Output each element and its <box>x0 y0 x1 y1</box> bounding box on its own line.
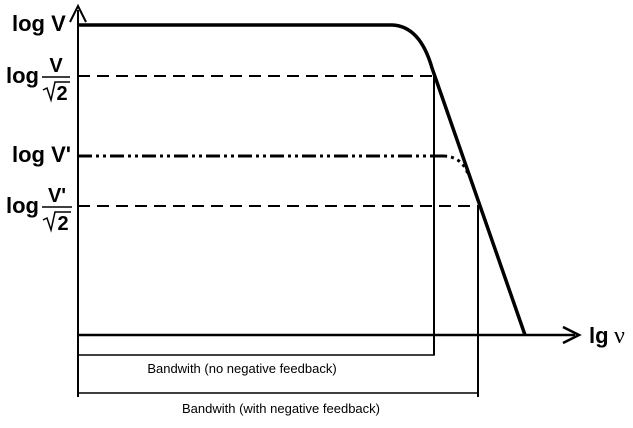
sqrt-sign-icon <box>42 211 71 233</box>
label-log-v-prime-over-root2: log V' 2 <box>6 185 72 235</box>
bandwidth-label-no-feedback: Bandwith (no negative feedback) <box>147 361 336 376</box>
bandwidth-bracket-no-feedback <box>77 345 435 356</box>
sqrt-sign-icon <box>42 81 70 103</box>
response-curve <box>78 23 527 336</box>
label-log-v-over-root2: log V 2 <box>6 55 70 105</box>
label-log-v-over-root2-prefix: log <box>6 63 39 88</box>
label-log-v-over-root2-numerator: V <box>49 55 63 77</box>
x-axis-arrowhead <box>562 325 582 345</box>
x-axis-label-variable: ν <box>614 323 625 349</box>
label-log-v-over-root2-denominator: 2 <box>56 83 67 105</box>
label-log-v: log V <box>12 11 66 36</box>
label-log-v-prime-over-root2-denominator: 2 <box>57 213 68 235</box>
bandwidth-bracket-with-feedback <box>77 385 479 394</box>
label-log-v-prime-over-root2-prefix: log <box>6 193 39 218</box>
label-log-v-prime-over-root2-numerator: V' <box>48 185 66 207</box>
y-axis-arrowhead <box>69 3 87 23</box>
label-log-v-prime: log V' <box>12 142 71 167</box>
x-axis-label-prefix: lg <box>589 323 609 348</box>
bandwidth-label-with-feedback: Bandwith (with negative feedback) <box>182 401 380 416</box>
